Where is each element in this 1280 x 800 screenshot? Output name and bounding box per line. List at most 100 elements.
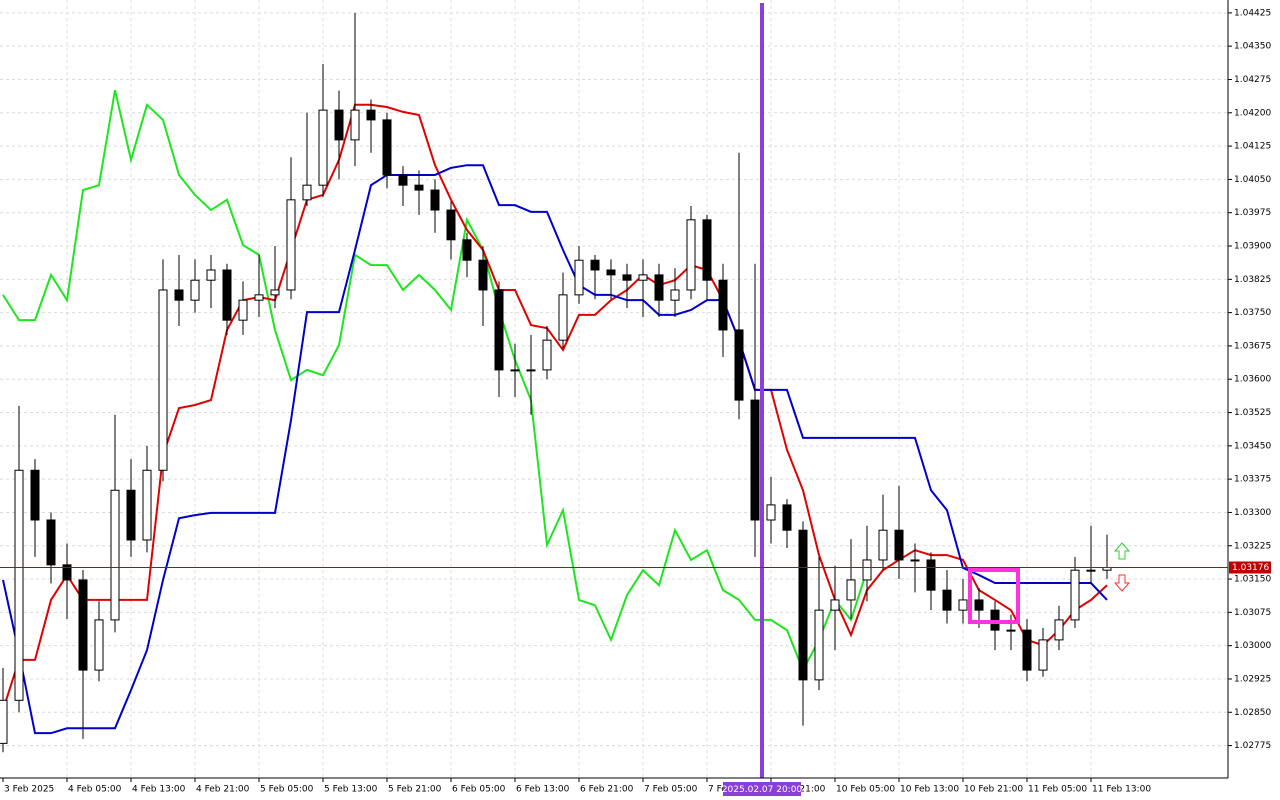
x-tick-label: 10 Feb 21:00 <box>964 785 1023 795</box>
candle-body <box>30 469 40 521</box>
candle-body <box>1070 569 1080 621</box>
y-tick-label: 1.03600 <box>1234 375 1271 385</box>
candle-body <box>94 619 104 671</box>
candle-body <box>734 329 744 401</box>
x-tick-label: 5 Feb 13:00 <box>324 785 378 795</box>
current-price-bg <box>1229 561 1271 574</box>
grid <box>0 0 1228 778</box>
candle-body <box>14 469 24 701</box>
y-tick-label: 1.02775 <box>1234 741 1271 751</box>
candle-body <box>670 289 680 301</box>
candle-body <box>430 189 440 211</box>
x-tick-label: 4 Feb 21:00 <box>196 785 250 795</box>
candle-body <box>1054 619 1064 641</box>
y-tick-label: 1.03750 <box>1234 308 1271 318</box>
candle-body <box>942 589 952 611</box>
candle-body <box>718 279 728 331</box>
candle-body <box>606 269 616 276</box>
indicator-line <box>2 89 868 673</box>
candle-body <box>286 199 296 291</box>
candle-body <box>862 559 872 581</box>
candles <box>0 12 1112 753</box>
up-arrow <box>1113 542 1131 560</box>
candle-body <box>398 174 408 186</box>
candle-body <box>574 259 584 296</box>
candle-body <box>798 529 808 681</box>
x-tick-label: 5 Feb 05:00 <box>260 785 314 795</box>
y-tick-label: 1.03825 <box>1234 275 1271 285</box>
candle-body <box>878 529 888 561</box>
candle-body <box>958 599 968 611</box>
candle-body <box>638 274 648 281</box>
candle-body <box>254 294 264 301</box>
candle-body <box>846 579 856 601</box>
y-tick-label: 1.04050 <box>1234 175 1271 185</box>
candle-body <box>174 289 184 301</box>
labels: 1.04425 1.04350 1.04275 1.04200 1.04125 1.040… <box>0 8 1271 795</box>
candle-body <box>974 599 984 611</box>
candle-body <box>702 219 712 281</box>
candle-body <box>622 274 632 281</box>
y-tick-label: 1.03075 <box>1234 608 1271 618</box>
candle-body <box>926 559 936 591</box>
y-tick-label: 1.02850 <box>1234 708 1271 718</box>
candle-body <box>526 369 536 372</box>
candle-body <box>590 259 600 271</box>
candle-body <box>814 609 824 681</box>
x-tick-label: 7 Feb 05:00 <box>644 785 698 795</box>
y-tick-label: 1.03000 <box>1234 641 1271 651</box>
x-tick-label: 10 Feb 13:00 <box>900 785 959 795</box>
candle-body <box>0 699 8 744</box>
indicator-lines <box>2 89 1108 735</box>
highlight-box <box>968 568 1020 624</box>
candle-body <box>414 184 424 191</box>
candle-body <box>446 209 456 241</box>
x-tick-label: 11 Feb 05:00 <box>1028 785 1087 795</box>
candle-body <box>782 504 792 531</box>
y-tick-label: 1.03525 <box>1234 408 1271 418</box>
candle-body <box>1022 629 1032 671</box>
y-tick-label: 1.03300 <box>1234 508 1271 518</box>
candle-body <box>462 239 472 261</box>
y-tick-label: 1.03450 <box>1234 441 1271 451</box>
candle-body <box>542 339 552 371</box>
candle-body <box>494 289 504 371</box>
candle-body <box>270 289 280 296</box>
candle-body <box>1006 629 1016 632</box>
candle-body <box>206 269 216 281</box>
x-tick-label: 11 Feb 13:00 <box>1092 785 1151 795</box>
x-tick-label: 6 Feb 13:00 <box>516 785 570 795</box>
candle-body <box>238 299 248 321</box>
x-tick-label: 3 Feb 2025 <box>4 785 54 795</box>
candle-body <box>126 489 136 541</box>
indicator-line <box>2 103 1108 711</box>
candle-body <box>1086 569 1096 572</box>
candle-body <box>766 504 776 521</box>
candle-body <box>750 399 760 521</box>
cursor-label-bg <box>723 782 801 796</box>
axes <box>0 0 1229 779</box>
candle-body <box>334 109 344 141</box>
candle-body <box>222 269 232 321</box>
candle-body <box>654 274 664 301</box>
x-tick-label: 10 Feb 05:00 <box>836 785 895 795</box>
y-tick-label: 1.03150 <box>1234 575 1271 585</box>
candle-body <box>62 564 72 581</box>
candle-body <box>1038 639 1048 671</box>
y-tick-label: 1.02925 <box>1234 674 1271 684</box>
current-price-label: 1.03176 <box>1232 563 1269 573</box>
candle-body <box>510 369 520 372</box>
y-tick-label: 1.04125 <box>1234 142 1271 152</box>
y-tick-label: 1.04275 <box>1234 75 1271 85</box>
x-tick-label: 6 Feb 05:00 <box>452 785 506 795</box>
x-tick-label: 5 Feb 21:00 <box>388 785 442 795</box>
candle-body <box>478 259 488 291</box>
candle-body <box>830 599 840 611</box>
indicator-line <box>2 164 1108 735</box>
candle-body <box>894 529 904 561</box>
down-arrow <box>1113 574 1131 592</box>
candle-body <box>78 579 88 671</box>
y-tick-label: 1.04350 <box>1234 42 1271 52</box>
